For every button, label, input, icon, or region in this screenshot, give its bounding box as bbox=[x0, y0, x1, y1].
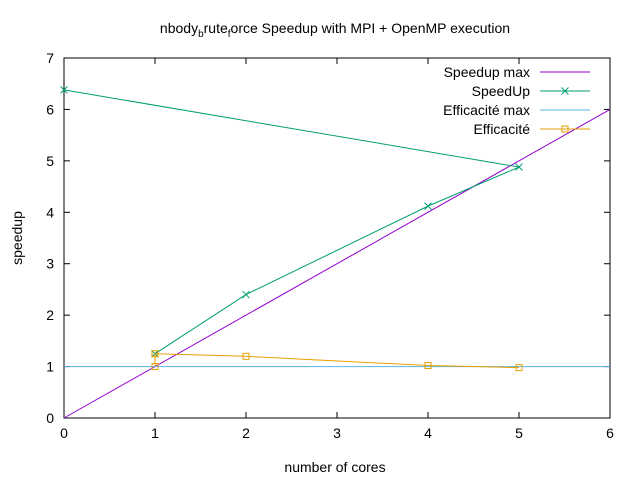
title-part-mid: rute bbox=[204, 20, 228, 36]
legend-label: Efficacité max bbox=[443, 102, 530, 118]
plot-area: 0 1 2 3 4 5 6 0 1 2 3 4 5 6 7 bbox=[46, 50, 614, 441]
series-3 bbox=[151, 350, 523, 372]
x-tick-label: 5 bbox=[515, 425, 523, 441]
y-tick-label: 4 bbox=[46, 204, 54, 220]
title-part-sub2: f bbox=[228, 29, 231, 40]
x-axis-label: number of cores bbox=[284, 459, 385, 475]
y-tick-label: 6 bbox=[46, 101, 54, 117]
y-tick-label: 5 bbox=[46, 153, 54, 169]
chart-marks bbox=[60, 86, 611, 419]
x-tick-label: 6 bbox=[606, 425, 614, 441]
x-tick-label: 2 bbox=[242, 425, 250, 441]
title-part-main: nbody bbox=[160, 20, 198, 36]
y-tick-label: 3 bbox=[46, 256, 54, 272]
legend-item: Efficacité max bbox=[443, 102, 590, 118]
data-point bbox=[242, 290, 250, 299]
series-1 bbox=[60, 86, 523, 358]
title-part-rest: orce Speedup with MPI + OpenMP execution bbox=[231, 20, 511, 36]
y-tick-label: 7 bbox=[46, 50, 54, 66]
legend-item: Speedup max bbox=[444, 64, 590, 80]
y-tick-label: 2 bbox=[46, 307, 54, 323]
title-part-sub1: b bbox=[198, 29, 204, 40]
data-point bbox=[424, 362, 432, 370]
data-point bbox=[242, 352, 250, 360]
x-tick-label: 4 bbox=[424, 425, 432, 441]
x-tick-label: 1 bbox=[151, 425, 159, 441]
x-tick-label: 0 bbox=[60, 425, 68, 441]
y-axis-label: speedup bbox=[9, 211, 25, 265]
x-tick-label: 3 bbox=[333, 425, 341, 441]
y-tick-label: 1 bbox=[46, 359, 54, 375]
chart-title: nbodybruteforce Speedup with MPI + OpenM… bbox=[160, 20, 510, 40]
data-point bbox=[515, 364, 523, 372]
data-point bbox=[424, 202, 432, 210]
legend-item: SpeedUp bbox=[472, 83, 590, 99]
data-point bbox=[515, 163, 523, 171]
legend-label: SpeedUp bbox=[472, 83, 531, 99]
data-point bbox=[60, 86, 68, 94]
data-point bbox=[151, 363, 159, 371]
data-point bbox=[151, 350, 159, 358]
series-line bbox=[63, 108, 611, 419]
legend-marker bbox=[561, 125, 569, 133]
legend-label: Speedup max bbox=[444, 64, 530, 80]
legend-marker bbox=[561, 87, 569, 95]
series-line bbox=[63, 89, 521, 355]
series-line bbox=[154, 353, 520, 369]
legend: Speedup max SpeedUp Efficacité max Efficaci… bbox=[443, 64, 590, 137]
series-0 bbox=[63, 108, 611, 419]
legend-label: Efficacité bbox=[473, 121, 530, 137]
y-tick-label: 0 bbox=[46, 410, 54, 426]
legend-item: Efficacité bbox=[473, 121, 590, 137]
